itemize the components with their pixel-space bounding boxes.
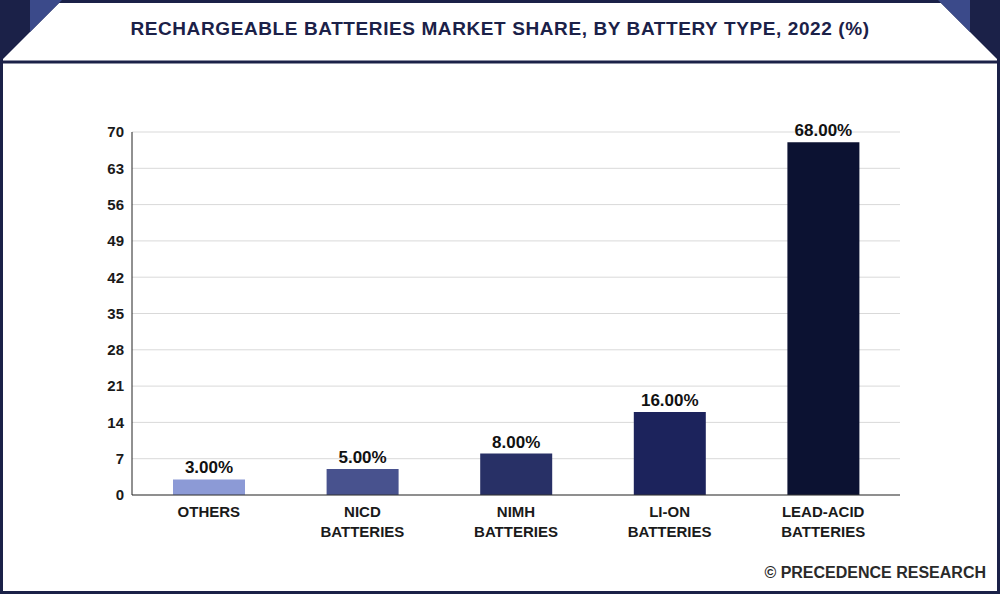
svg-text:LEAD-ACID: LEAD-ACID <box>782 503 865 520</box>
svg-text:28: 28 <box>107 341 124 358</box>
svg-text:5.00%: 5.00% <box>338 448 386 467</box>
svg-text:63: 63 <box>107 160 124 177</box>
svg-text:56: 56 <box>107 196 124 213</box>
svg-text:16.00%: 16.00% <box>641 391 699 410</box>
svg-text:42: 42 <box>107 269 124 286</box>
html-text:© PRECEDENCE RESEARCH: © PRECEDENCE RESEARCH <box>764 564 986 581</box>
svg-text:70: 70 <box>107 123 124 140</box>
svg-text:NICD: NICD <box>344 503 381 520</box>
svg-text:BATTERIES: BATTERIES <box>781 523 865 540</box>
svg-text:49: 49 <box>107 232 124 249</box>
svg-text:BATTERIES: BATTERIES <box>628 523 712 540</box>
svg-text:NIMH: NIMH <box>497 503 535 520</box>
svg-text:0: 0 <box>116 486 124 503</box>
svg-text:68.00%: 68.00% <box>795 121 853 140</box>
svg-text:3.00%: 3.00% <box>185 458 233 477</box>
svg-text:BATTERIES: BATTERIES <box>320 523 404 540</box>
svg-text:14: 14 <box>107 414 124 431</box>
svg-text:7: 7 <box>116 450 124 467</box>
svg-text:8.00%: 8.00% <box>492 433 540 452</box>
svg-text:LI-ON: LI-ON <box>649 503 690 520</box>
svg-text:OTHERS: OTHERS <box>178 503 241 520</box>
svg-text:35: 35 <box>107 305 124 322</box>
svg-text:BATTERIES: BATTERIES <box>474 523 558 540</box>
svg-text:21: 21 <box>107 377 124 394</box>
html-text:RECHARGEABLE BATTERIES MARKET: RECHARGEABLE BATTERIES MARKET SHARE, BY … <box>130 18 870 39</box>
